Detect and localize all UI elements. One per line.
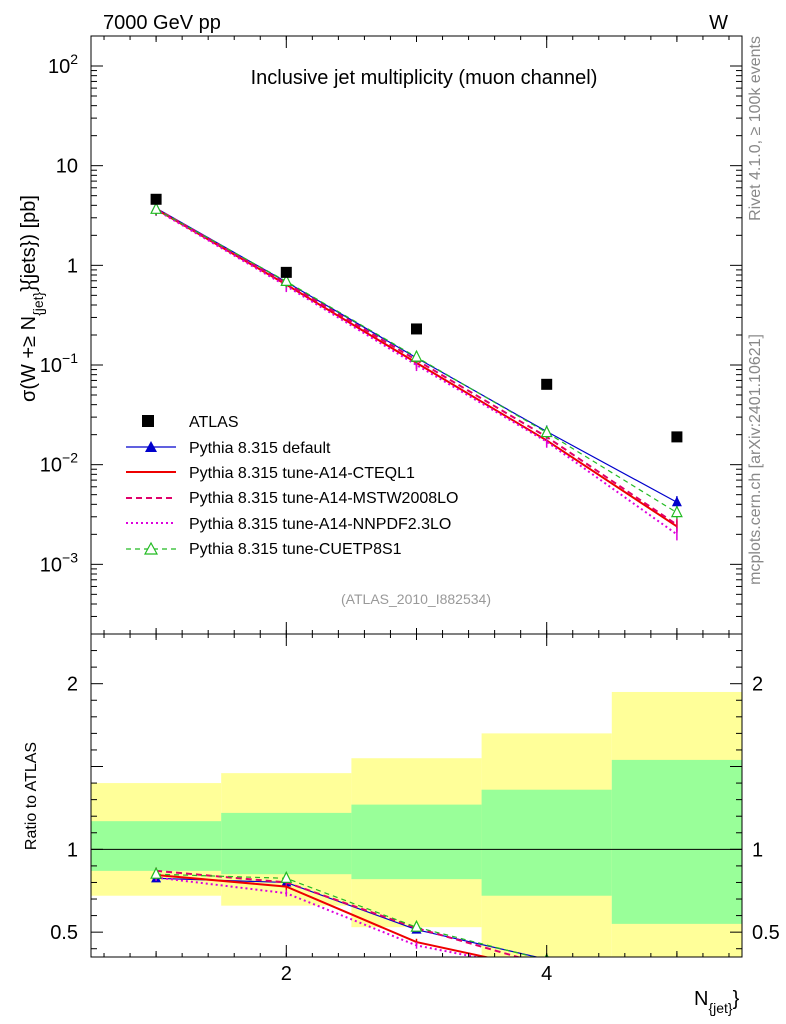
data-point-atlas xyxy=(411,323,422,335)
data-point-atlas xyxy=(280,266,292,278)
main-ylabel-tail: }{jets}) [pb] xyxy=(18,195,40,292)
chart-title: Inclusive jet multiplicity (muon channel… xyxy=(251,67,598,89)
legend-label-atlas: ATLAS xyxy=(189,414,239,431)
x-axis-label: N{jet}} xyxy=(694,988,740,1016)
main-ylabel-main: σ(W +≥ N xyxy=(18,316,40,402)
main-ytick-label: 102 xyxy=(48,51,78,78)
series-line-nnpdf xyxy=(155,209,678,536)
ratio-xtick-label: 2 xyxy=(281,963,292,985)
point-default xyxy=(671,496,682,507)
legend-marker-atlas xyxy=(142,415,154,427)
main-ytick-label: 10−1 xyxy=(40,350,78,377)
x-axis-label-sub: {jet} xyxy=(708,1000,732,1016)
legend: ATLAS Pythia 8.315 default Pythia 8.315 … xyxy=(126,414,458,558)
point-cuetp8s1 xyxy=(280,274,293,286)
ratio-point-default xyxy=(672,973,682,983)
energy-label: 7000 GeV pp xyxy=(103,12,221,34)
data-point-atlas xyxy=(541,378,553,390)
mcplots-label: mcplots.cern.ch [arXiv:2401.10621] xyxy=(747,334,764,585)
ratio-ytick-label-right: 0.5 xyxy=(752,922,780,944)
x-axis-label-main: N xyxy=(694,988,708,1010)
ratio-panel: 0.5 0.5 1 1 2 2 2 4 xyxy=(50,633,780,991)
ratio-xtick-label: 4 xyxy=(541,963,552,985)
legend-marker-default xyxy=(145,441,157,452)
svg-text:σ(W +≥ N{jet}}{jets}) [pb]: σ(W +≥ N{jet}}{jets}) [pb] xyxy=(18,195,46,402)
process-label: W xyxy=(709,12,728,34)
ratio-ytick-label-left: 2 xyxy=(67,674,78,696)
band-inner xyxy=(91,821,222,871)
ratio-ytick-label-left: 1 xyxy=(67,839,78,861)
main-ytick-label: 10 xyxy=(56,156,78,178)
band-inner xyxy=(221,812,352,875)
point-cuetp8s1 xyxy=(670,505,683,518)
legend-label-nnpdf: Pythia 8.315 tune-A14-NNPDF2.3LO xyxy=(189,516,451,533)
legend-label-cuetp8s1: Pythia 8.315 tune-CUETP8S1 xyxy=(189,541,402,558)
point-cuetp8s1 xyxy=(150,201,163,214)
main-ytick-label: 1 xyxy=(67,255,78,277)
ratio-ytick-label-left: 0.5 xyxy=(50,922,78,944)
ratio-point-cuetp8s1 xyxy=(672,981,682,991)
ratio-ylabel: Ratio to ATLAS xyxy=(23,742,40,850)
band-inner xyxy=(351,804,482,880)
legend-label-mstw: Pythia 8.315 tune-A14-MSTW2008LO xyxy=(189,490,458,507)
ratio-ytick-label-right: 2 xyxy=(752,674,763,696)
main-ylabel-sub: {jet} xyxy=(30,291,46,315)
legend-label-default: Pythia 8.315 default xyxy=(189,440,331,457)
legend-label-cteql1: Pythia 8.315 tune-A14-CTEQL1 xyxy=(189,465,415,482)
data-point-atlas xyxy=(150,193,162,205)
point-cuetp8s1 xyxy=(540,425,553,438)
ratio-point-cuetp8s1 xyxy=(150,866,163,879)
legend-marker-cuetp8s1 xyxy=(143,541,159,555)
ratio-series-group xyxy=(150,866,682,991)
band-inner xyxy=(481,789,612,896)
point-cuetp8s1 xyxy=(410,349,423,362)
main-ytick-label: 10−2 xyxy=(40,450,78,477)
analysis-label: (ATLAS_2010_I882534) xyxy=(341,591,491,607)
main-ytick-label: 10−3 xyxy=(40,549,78,576)
main-ylabel: σ(W +≥ N{jet}}{jets}) [pb] xyxy=(18,195,46,402)
band-inner xyxy=(611,759,742,924)
data-point-atlas xyxy=(671,431,683,443)
ratio-point-cuetp8s1 xyxy=(280,870,293,883)
rivet-label: Rivet 4.1.0, ≥ 100k events xyxy=(747,36,764,221)
ratio-point-cuetp8s1 xyxy=(410,919,423,932)
ratio-ytick-label-right: 1 xyxy=(752,839,763,861)
